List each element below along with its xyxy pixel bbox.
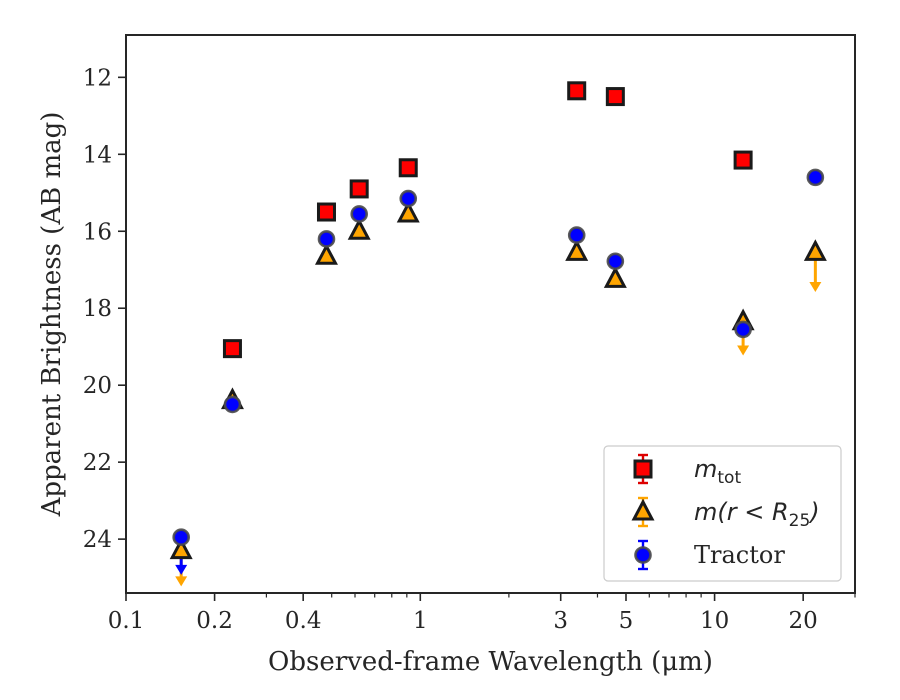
axis-ticks: 0.1 0.2 0.4 1 3 5 10 20 12 14 16 18 20 22 24 [83,65,856,634]
legend-entry: mtot [633,453,741,488]
x-tick-label: 0.4 [285,608,322,634]
y-tick-label: 14 [83,142,112,168]
m-r25-marker [314,243,338,265]
tractor-errorbar-dot [406,196,411,201]
legend-marker [633,459,653,479]
y-tick-label: 16 [83,219,112,245]
tractor-errorbar-dot [230,402,235,407]
m-r25-marker [347,218,371,240]
x-axis-label: Observed-frame Wavelength (μm) [268,647,713,677]
tractor-errorbar-dot [574,232,579,238]
tractor-errorbar-dot [324,236,329,242]
y-tick-label: 24 [83,527,112,553]
m-tot-marker [605,87,625,107]
m-tot-marker [349,179,369,199]
legend-label: Tractor [694,541,785,569]
x-tick-label: 0.2 [196,608,233,634]
limit-arrow-head [809,281,822,292]
m-tot-marker [733,150,753,170]
legend-entry: m(r < R25) [631,496,820,531]
m-tot-marker [316,202,336,222]
x-tick-label: 10 [700,608,729,634]
y-tick-label: 18 [83,296,112,322]
plot-frame [125,34,856,594]
upper-limit-arrow [809,258,822,292]
m-r25-marker [396,200,420,223]
m-tot-marker [567,81,587,101]
limit-arrow-head [175,564,188,575]
x-tick-label: 1 [413,608,428,634]
y-axis-label: Apparent Brightness (AB mag) [37,112,67,518]
legend-entry: Tractor [634,539,785,571]
legend-label: m(r < R25) [694,498,820,531]
y-tick-label: 20 [83,373,112,399]
y-tick-label: 22 [83,450,112,476]
m-r25-marker [603,266,627,288]
m-r25-marker [803,239,827,261]
legend: mtot m(r < R25) Tractor [603,445,842,582]
x-tick-label: 3 [553,608,568,634]
x-tick-label: 5 [619,608,634,634]
limit-arrow-head [737,345,750,356]
data-marks [169,81,827,587]
legend-marker [631,498,655,521]
tractor-errorbar-dot [178,535,184,540]
tractor-errorbar-dot [740,327,746,332]
legend-box [603,445,842,582]
m-tot-marker [222,339,242,359]
m-tot-marker [398,158,418,178]
tractor-errorbar-dot [813,175,818,180]
legend-label: mtot [694,455,741,488]
x-tick-label: 0.1 [108,608,145,634]
y-tick-label: 12 [83,65,112,91]
m-r25-marker [565,239,589,261]
tractor-errorbar-dot [356,211,362,217]
x-tick-label: 20 [789,608,818,634]
limit-arrow-head [175,576,188,587]
legend-marker-dot [640,552,646,558]
m-r25-marker [169,537,193,560]
tractor-errorbar-dot [613,259,618,264]
